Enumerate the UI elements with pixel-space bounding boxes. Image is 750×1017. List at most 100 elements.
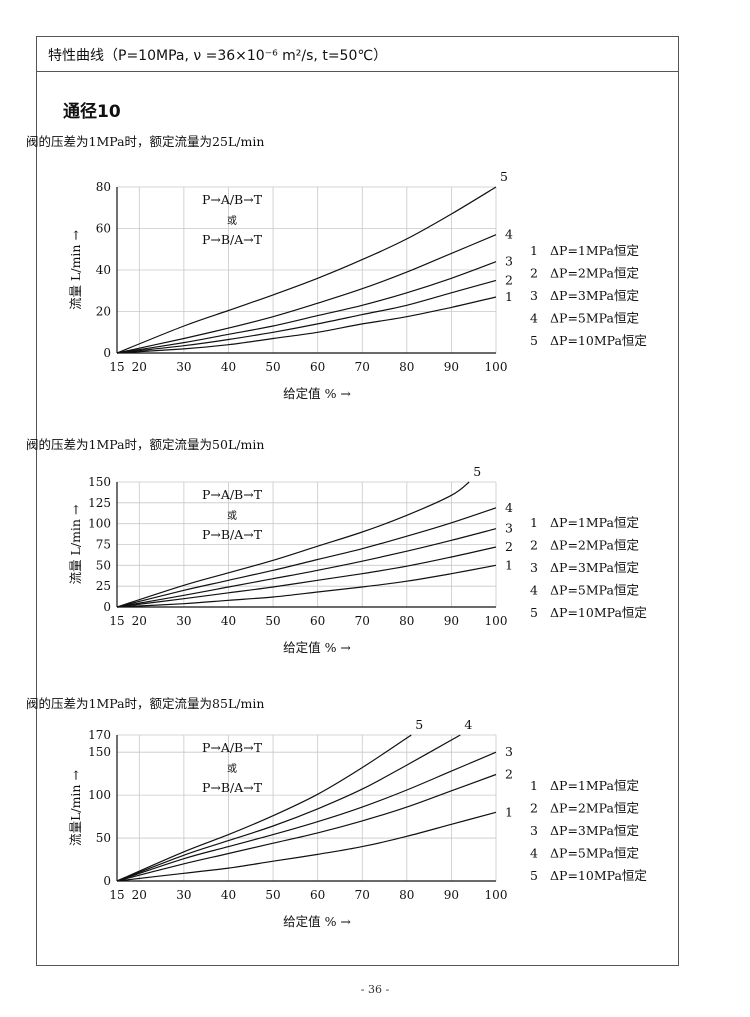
y-tick-label: 50 bbox=[96, 831, 111, 845]
series-line-1 bbox=[116, 296, 497, 354]
x-tick-label: 50 bbox=[265, 888, 280, 902]
x-axis-label: 给定值 % → bbox=[283, 914, 351, 929]
y-tick-label: 20 bbox=[96, 305, 111, 319]
legend-label-5: ΔP=10MPa恒定 bbox=[550, 333, 647, 348]
series-line-3 bbox=[116, 528, 497, 608]
x-tick-label: 90 bbox=[444, 888, 459, 902]
flow-path-annotation: P→B/A→T bbox=[202, 527, 263, 542]
flow-path-annotation: 或 bbox=[227, 510, 237, 522]
x-tick-label: 20 bbox=[132, 614, 147, 628]
x-tick-label: 100 bbox=[485, 888, 508, 902]
y-tick-label: 0 bbox=[103, 874, 111, 888]
y-tick-label: 25 bbox=[96, 579, 111, 593]
legend-label-3: ΔP=3MPa恒定 bbox=[550, 288, 639, 303]
y-tick-label: 125 bbox=[88, 496, 111, 510]
legend-number-2: 2 bbox=[530, 801, 538, 816]
legend-label-5: ΔP=10MPa恒定 bbox=[550, 605, 647, 620]
series-line-3 bbox=[116, 751, 497, 882]
legend-label-4: ΔP=5MPa恒定 bbox=[550, 846, 639, 861]
x-tick-label: 80 bbox=[399, 614, 414, 628]
x-tick-label: 40 bbox=[221, 888, 236, 902]
series-end-label-1: 1 bbox=[505, 557, 513, 572]
series-end-label-4: 4 bbox=[505, 227, 513, 242]
series-end-label-5: 5 bbox=[473, 464, 481, 479]
x-tick-label: 50 bbox=[265, 614, 280, 628]
series-end-label-5: 5 bbox=[500, 169, 508, 184]
page-number: - 36 - bbox=[360, 983, 390, 996]
series-line-4 bbox=[116, 507, 497, 608]
y-tick-label: 60 bbox=[96, 222, 111, 236]
legend-number-5: 5 bbox=[530, 333, 538, 348]
legend-number-5: 5 bbox=[530, 605, 538, 620]
x-tick-label: 50 bbox=[265, 360, 280, 374]
series-line-2 bbox=[116, 773, 497, 882]
series-end-label-4: 4 bbox=[464, 717, 472, 732]
series-line-1 bbox=[116, 811, 497, 882]
flow-path-annotation: 或 bbox=[227, 215, 237, 227]
flow-path-annotation: P→A/B→T bbox=[202, 740, 263, 755]
y-tick-label: 50 bbox=[96, 558, 111, 572]
chart-3-subtitle: 阀的压差为1MPa时，额定流量为85L/min bbox=[26, 696, 265, 711]
series-end-label-3: 3 bbox=[505, 521, 513, 536]
series-line-5 bbox=[116, 734, 412, 882]
y-tick-label: 150 bbox=[88, 475, 111, 489]
legend-label-3: ΔP=3MPa恒定 bbox=[550, 560, 639, 575]
y-tick-label: 150 bbox=[88, 745, 111, 759]
x-tick-label: 30 bbox=[176, 360, 191, 374]
y-axis-label: 流量 L/min → bbox=[68, 230, 83, 310]
x-tick-label: 20 bbox=[132, 360, 147, 374]
legend-number-2: 2 bbox=[530, 266, 538, 281]
series-end-label-3: 3 bbox=[505, 254, 513, 269]
series-end-label-4: 4 bbox=[505, 500, 513, 515]
section-title: 通径10 bbox=[63, 102, 121, 122]
legend-label-4: ΔP=5MPa恒定 bbox=[550, 583, 639, 598]
legend-number-2: 2 bbox=[530, 538, 538, 553]
series-end-label-2: 2 bbox=[505, 272, 513, 287]
x-tick-label: 70 bbox=[355, 888, 370, 902]
legend-label-3: ΔP=3MPa恒定 bbox=[550, 823, 639, 838]
legend-label-2: ΔP=2MPa恒定 bbox=[550, 538, 639, 553]
legend-number-3: 3 bbox=[530, 288, 538, 303]
series-end-label-1: 1 bbox=[505, 804, 513, 819]
x-tick-label: 70 bbox=[355, 360, 370, 374]
chart-1-subtitle: 阀的压差为1MPa时，额定流量为25L/min bbox=[26, 134, 265, 149]
y-tick-label: 170 bbox=[88, 728, 111, 742]
y-tick-label: 100 bbox=[88, 517, 111, 531]
x-tick-label: 60 bbox=[310, 888, 325, 902]
x-tick-label: 30 bbox=[176, 888, 191, 902]
x-tick-label: 20 bbox=[132, 888, 147, 902]
flow-path-annotation: P→B/A→T bbox=[202, 232, 263, 247]
legend-number-5: 5 bbox=[530, 868, 538, 883]
series-line-5 bbox=[116, 481, 470, 608]
y-axis-label: 流量L/min → bbox=[68, 770, 83, 846]
x-axis-label: 给定值 % → bbox=[283, 640, 351, 655]
legend-label-4: ΔP=5MPa恒定 bbox=[550, 311, 639, 326]
series-end-label-1: 1 bbox=[505, 289, 513, 304]
legend-number-3: 3 bbox=[530, 823, 538, 838]
y-tick-label: 40 bbox=[96, 263, 111, 277]
header-bar: 特性曲线（P=10MPa, ν =36×10⁻⁶ m²/s, t=50℃） bbox=[37, 37, 678, 72]
series-line-3 bbox=[116, 261, 497, 354]
series-line-2 bbox=[116, 546, 497, 608]
series-end-label-2: 2 bbox=[505, 767, 513, 782]
x-axis-label: 给定值 % → bbox=[283, 386, 351, 401]
legend-label-1: ΔP=1MPa恒定 bbox=[550, 778, 639, 793]
y-axis-label: 流量 L/min → bbox=[68, 504, 83, 584]
x-tick-label: 80 bbox=[399, 360, 414, 374]
legend-number-1: 1 bbox=[530, 778, 538, 793]
y-tick-label: 100 bbox=[88, 788, 111, 802]
x-tick-label: 15 bbox=[109, 614, 124, 628]
legend-label-1: ΔP=1MPa恒定 bbox=[550, 243, 639, 258]
legend-number-4: 4 bbox=[530, 311, 538, 326]
flow-path-annotation: P→A/B→T bbox=[202, 487, 263, 502]
x-tick-label: 90 bbox=[444, 360, 459, 374]
legend-number-4: 4 bbox=[530, 583, 538, 598]
series-end-label-2: 2 bbox=[505, 539, 513, 554]
flow-path-annotation: P→B/A→T bbox=[202, 780, 263, 795]
x-tick-label: 100 bbox=[485, 614, 508, 628]
header-title: 特性曲线（P=10MPa, ν =36×10⁻⁶ m²/s, t=50℃） bbox=[48, 48, 388, 64]
x-tick-label: 80 bbox=[399, 888, 414, 902]
x-tick-label: 30 bbox=[176, 614, 191, 628]
